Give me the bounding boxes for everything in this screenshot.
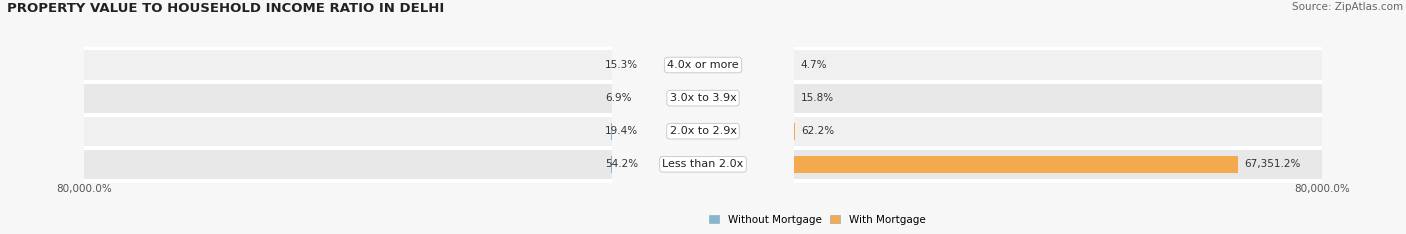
Bar — [84, 150, 612, 179]
Text: 19.4%: 19.4% — [605, 126, 638, 136]
Text: 2.0x to 2.9x: 2.0x to 2.9x — [669, 126, 737, 136]
Text: 15.3%: 15.3% — [605, 60, 638, 70]
Text: 4.0x or more: 4.0x or more — [668, 60, 738, 70]
Text: 54.2%: 54.2% — [605, 159, 638, 169]
Text: PROPERTY VALUE TO HOUSEHOLD INCOME RATIO IN DELHI: PROPERTY VALUE TO HOUSEHOLD INCOME RATIO… — [7, 2, 444, 15]
Bar — [794, 51, 1322, 80]
Text: 67,351.2%: 67,351.2% — [1244, 159, 1301, 169]
Bar — [84, 51, 612, 80]
Text: 15.8%: 15.8% — [801, 93, 834, 103]
Text: 3.0x to 3.9x: 3.0x to 3.9x — [669, 93, 737, 103]
Text: 6.9%: 6.9% — [605, 93, 631, 103]
Bar — [794, 84, 1322, 113]
Text: 62.2%: 62.2% — [801, 126, 834, 136]
Text: Source: ZipAtlas.com: Source: ZipAtlas.com — [1292, 2, 1403, 12]
Bar — [84, 117, 612, 146]
Text: Less than 2.0x: Less than 2.0x — [662, 159, 744, 169]
Text: 4.7%: 4.7% — [801, 60, 827, 70]
Bar — [794, 156, 1239, 173]
Legend: Without Mortgage, With Mortgage: Without Mortgage, With Mortgage — [704, 211, 929, 229]
Bar — [794, 117, 1322, 146]
Bar — [794, 150, 1322, 179]
Bar — [84, 84, 612, 113]
